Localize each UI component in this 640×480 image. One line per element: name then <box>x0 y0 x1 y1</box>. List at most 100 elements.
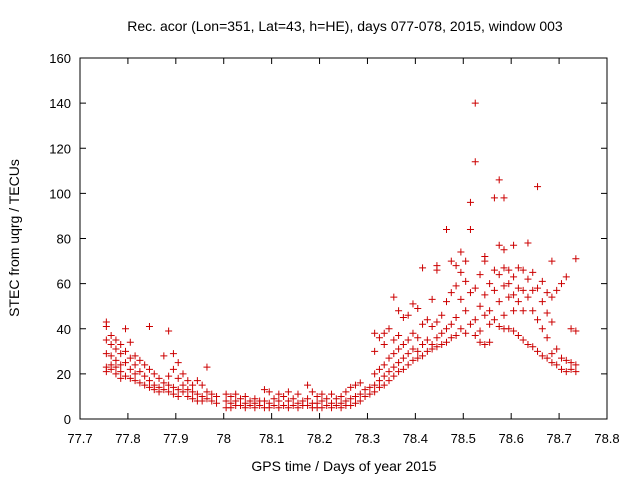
data-point <box>337 404 345 412</box>
data-point <box>538 352 546 360</box>
y-tick-label: 120 <box>49 141 71 156</box>
data-point <box>466 289 474 297</box>
data-point <box>548 350 556 358</box>
data-point <box>165 388 173 396</box>
data-point <box>313 392 321 400</box>
data-point <box>351 392 359 400</box>
data-point <box>466 198 474 206</box>
data-point <box>500 246 508 254</box>
y-tick-label: 0 <box>64 412 71 427</box>
data-point <box>131 370 139 378</box>
data-point <box>361 386 369 394</box>
data-point <box>131 361 139 369</box>
data-point <box>399 354 407 362</box>
y-tick-label: 80 <box>57 232 71 247</box>
data-point <box>380 372 388 380</box>
data-point <box>145 322 153 330</box>
data-point <box>265 388 273 396</box>
data-point <box>375 377 383 385</box>
data-point <box>438 341 446 349</box>
data-point <box>222 397 230 405</box>
data-point <box>524 293 532 301</box>
data-point <box>304 395 312 403</box>
data-point <box>318 404 326 412</box>
data-point <box>562 273 570 281</box>
data-point <box>208 397 216 405</box>
data-point <box>280 401 288 409</box>
data-point <box>174 359 182 367</box>
x-tick-label: 78.2 <box>307 431 332 446</box>
data-point <box>342 388 350 396</box>
data-point <box>328 404 336 412</box>
data-point <box>193 390 201 398</box>
data-point <box>409 345 417 353</box>
data-point <box>557 280 565 288</box>
data-point <box>457 248 465 256</box>
data-points <box>102 99 580 412</box>
data-point <box>428 295 436 303</box>
data-point <box>117 341 125 349</box>
data-point <box>126 338 134 346</box>
data-point <box>409 329 417 337</box>
data-point <box>481 291 489 299</box>
data-point <box>419 320 427 328</box>
data-point <box>213 399 221 407</box>
data-point <box>280 392 288 400</box>
data-point <box>399 341 407 349</box>
data-point <box>385 377 393 385</box>
data-point <box>371 381 379 389</box>
data-point <box>395 307 403 315</box>
data-point <box>534 347 542 355</box>
x-tick-label: 77.9 <box>163 431 188 446</box>
data-point <box>428 345 436 353</box>
data-point <box>447 289 455 297</box>
data-point <box>260 397 268 405</box>
data-point <box>428 322 436 330</box>
data-point <box>112 356 120 364</box>
data-point <box>481 311 489 319</box>
data-point <box>419 341 427 349</box>
data-point <box>471 284 479 292</box>
data-point <box>126 374 134 382</box>
x-tick-label: 78.5 <box>451 431 476 446</box>
data-point <box>107 341 115 349</box>
data-point <box>486 320 494 328</box>
data-point <box>548 359 556 367</box>
data-point <box>399 313 407 321</box>
data-point <box>514 332 522 340</box>
data-point <box>548 293 556 301</box>
data-point <box>375 383 383 391</box>
data-point <box>414 347 422 355</box>
data-point <box>227 404 235 412</box>
data-point <box>519 336 527 344</box>
data-point <box>289 401 297 409</box>
data-point <box>476 271 484 279</box>
data-point <box>466 320 474 328</box>
data-point <box>323 401 331 409</box>
data-point <box>284 404 292 412</box>
data-point <box>361 392 369 400</box>
data-point <box>399 365 407 373</box>
data-point <box>265 404 273 412</box>
data-point <box>524 341 532 349</box>
data-point <box>500 311 508 319</box>
data-point <box>553 361 561 369</box>
data-point <box>131 352 139 360</box>
data-point <box>572 327 580 335</box>
data-point <box>189 395 197 403</box>
data-point <box>165 372 173 380</box>
data-point <box>557 365 565 373</box>
data-point <box>519 286 527 294</box>
y-axis-label: STEC from uqrg / TECUs <box>6 159 22 317</box>
data-point <box>270 395 278 403</box>
data-point <box>184 377 192 385</box>
data-point <box>524 275 532 283</box>
data-point <box>112 363 120 371</box>
data-point <box>198 381 206 389</box>
data-point <box>514 284 522 292</box>
data-point <box>486 307 494 315</box>
data-point <box>371 370 379 378</box>
data-point <box>529 286 537 294</box>
data-point <box>347 383 355 391</box>
data-point <box>490 194 498 202</box>
